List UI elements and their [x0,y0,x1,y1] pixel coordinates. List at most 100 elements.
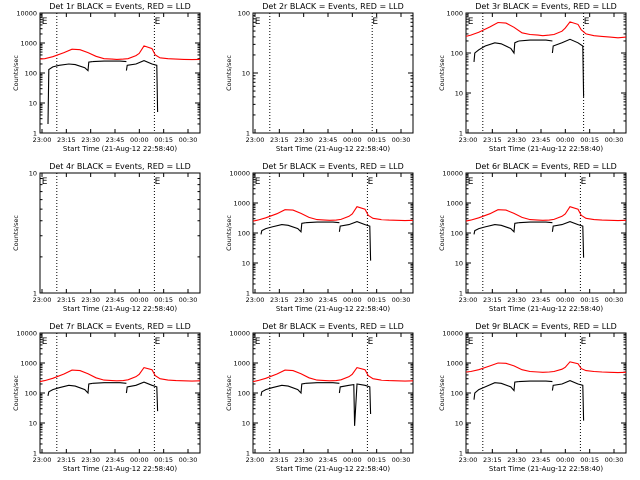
x-tick-label: 00:00 [130,296,149,304]
y-tick-label: 10 [455,420,463,428]
x-tick-label: 23:15 [57,136,76,144]
x-tick-label: 23:30 [507,296,526,304]
x-tick-label: 00:00 [343,456,362,464]
y-tick-label: 10 [455,90,463,98]
y-tick-label: 10000 [229,170,250,178]
y-axis-label: Counts/sec [438,55,446,91]
y-tick-label: 10000 [442,170,463,178]
panel-6: Det 6r BLACK = Events, RED = LLD 1 10 100 10… [438,162,627,313]
panel-7: Det 7r BLACK = Events, RED = LLD 1 10 100 10… [12,322,201,473]
x-tick-label: 23:15 [270,456,289,464]
y-tick-label: 1000 [446,200,463,208]
x-tick-label: 23:30 [81,456,100,464]
x-axis-label: Start Time (21-Aug-12 22:58:40) [489,465,603,473]
y-axis-label: Counts/sec [12,215,20,251]
events-series-line [518,380,553,383]
y-tick-label: 1 [33,450,37,458]
lld-series-line [465,206,627,222]
x-tick-label: 00:15 [154,296,173,304]
plot-frame [252,12,414,134]
events-series-line [551,380,585,421]
x-tick-label: 23:45 [106,136,125,144]
x-tick-label: 23:30 [507,136,526,144]
panel-title: Det 6r BLACK = Events, RED = LLD [475,162,617,171]
x-tick-label: 00:30 [605,296,624,304]
events-series-line [551,221,585,258]
x-tick-label: 23:45 [319,136,338,144]
event-marker-label: E [155,177,161,187]
x-tick-label: 00:30 [605,456,624,464]
y-tick-label: 100 [25,70,37,78]
x-tick-label: 00:15 [154,456,173,464]
y-tick-label: 10 [29,170,37,178]
x-tick-label: 23:30 [81,136,100,144]
y-tick-label: 10000 [16,330,37,338]
panel-title: Det 5r BLACK = Events, RED = LLD [262,162,404,171]
lld-series-line [465,21,627,39]
x-tick-label: 23:00 [459,456,478,464]
panel-9: Det 9r BLACK = Events, RED = LLD 1 10 100 10… [438,322,627,473]
event-marker-label: E [255,17,261,27]
event-marker-label: E [468,337,474,347]
y-tick-label: 100 [451,50,463,58]
x-tick-label: 23:15 [57,456,76,464]
event-marker-label: E [372,17,378,27]
x-tick-label: 23:00 [459,296,478,304]
x-axis-label: Start Time (21-Aug-12 22:58:40) [63,465,177,473]
x-tick-label: 00:15 [367,456,386,464]
event-marker-label: E [468,177,474,187]
event-marker-label: E [581,177,587,187]
x-tick-label: 23:45 [532,136,551,144]
events-series-line [518,221,553,224]
y-tick-label: 10 [242,70,250,78]
event-marker-label: E [368,337,374,347]
panel-4: Det 4r BLACK = Events, RED = LLD 1 10 23:00… [12,162,201,313]
x-tick-label: 00:00 [343,296,362,304]
y-tick-label: 1 [246,290,250,298]
x-tick-label: 00:30 [392,456,411,464]
events-series-line [338,221,372,261]
y-tick-label: 1000 [233,360,250,368]
x-tick-label: 23:00 [246,456,265,464]
x-tick-label: 23:15 [270,296,289,304]
plot-frame [39,172,201,294]
x-tick-label: 23:15 [483,136,502,144]
x-tick-label: 00:00 [343,136,362,144]
plot-frame [39,332,201,454]
y-tick-label: 100 [25,390,37,398]
events-series-line [338,383,372,426]
events-series-line [47,382,93,397]
x-axis-label: Start Time (21-Aug-12 22:58:40) [489,305,603,313]
x-tick-label: 00:30 [179,136,198,144]
y-axis-label: Counts/sec [12,375,20,411]
y-axis-label: Counts/sec [438,375,446,411]
y-tick-label: 1 [459,130,463,138]
panel-title: Det 2r BLACK = Events, RED = LLD [262,2,404,11]
x-tick-label: 23:00 [459,136,478,144]
events-series-line [47,61,93,125]
y-tick-label: 100 [451,230,463,238]
panel-1: Det 1r BLACK = Events, RED = LLD 1 10 100 10… [12,2,201,153]
x-tick-label: 23:15 [270,136,289,144]
x-axis-label: Start Time (21-Aug-12 22:58:40) [276,145,390,153]
y-axis-label: Counts/sec [225,55,233,91]
x-tick-label: 23:00 [33,296,52,304]
panel-title: Det 8r BLACK = Events, RED = LLD [262,322,404,331]
panel-2: Det 2r BLACK = Events, RED = LLD 1 10 100 23… [225,2,414,153]
x-axis-label: Start Time (21-Aug-12 22:58:40) [63,305,177,313]
panel-8: Det 8r BLACK = Events, RED = LLD 1 10 100 10… [225,322,414,473]
plot-frame [465,172,627,294]
x-tick-label: 00:00 [556,136,575,144]
x-tick-label: 00:30 [392,296,411,304]
lld-series-line [465,361,627,374]
event-marker-label: E [584,17,590,27]
y-tick-label: 1 [33,290,37,298]
y-tick-label: 10 [242,420,250,428]
x-tick-label: 00:15 [580,136,599,144]
y-tick-label: 10 [455,260,463,268]
y-tick-label: 1000 [446,360,463,368]
x-tick-label: 23:30 [81,296,100,304]
y-tick-label: 100 [238,230,250,238]
plot-frame [252,332,414,454]
x-tick-label: 00:00 [556,296,575,304]
